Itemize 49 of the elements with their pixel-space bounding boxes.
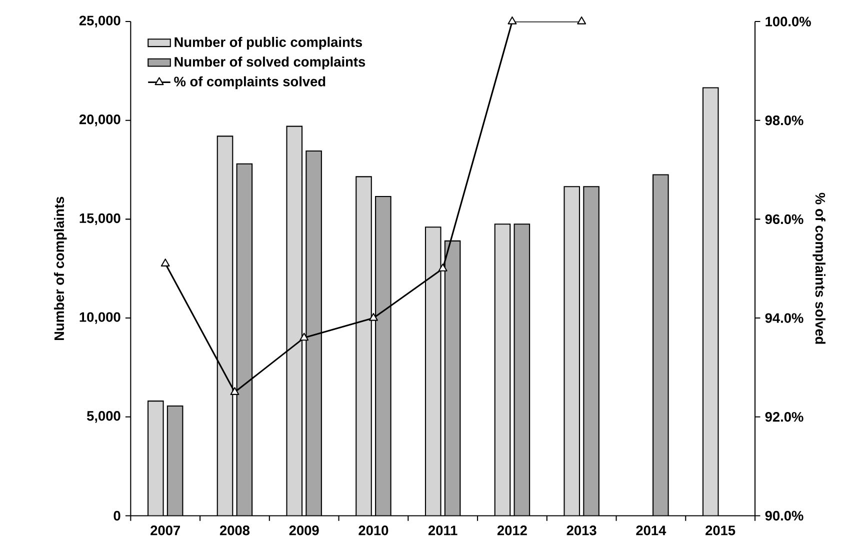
y-tick-label: 25,000 — [79, 16, 120, 28]
y-tick-label: 15,000 — [80, 213, 120, 226]
bar — [217, 136, 233, 516]
bar — [148, 401, 164, 516]
y2-tick-label: 94.0% — [765, 313, 804, 323]
y-tick-label: 0 — [114, 510, 120, 521]
bar — [286, 126, 302, 516]
bar — [236, 164, 252, 516]
y2-axis-title: % of complaints solved — [812, 192, 826, 344]
y2-tick-label: 100.0% — [766, 16, 811, 26]
bar — [584, 186, 599, 516]
point — [508, 16, 517, 24]
bar — [564, 186, 580, 516]
y-tick-label: 5,000 — [86, 411, 120, 423]
point — [368, 312, 378, 321]
bar — [167, 406, 183, 516]
y-tick-label: 20,000 — [79, 114, 120, 126]
bar — [306, 151, 322, 516]
point — [300, 332, 309, 341]
point — [160, 258, 170, 266]
x-tick-label: 2010 — [358, 526, 388, 536]
y-axis-title: Number of complaints — [54, 196, 67, 340]
legend-label: % of complaints solved — [174, 76, 326, 90]
point — [577, 16, 586, 24]
y2-tick-label: 98.0% — [765, 116, 804, 126]
y2-tick-label: 90.0% — [765, 510, 804, 521]
x-tick-label: 2011 — [428, 526, 458, 536]
bar — [376, 196, 391, 516]
bar — [356, 176, 372, 516]
bar — [444, 240, 460, 516]
x-tick-label: 2012 — [497, 526, 527, 536]
y2-tick-label: 92.0% — [765, 412, 804, 422]
x-tick-label: 2013 — [566, 526, 596, 536]
bar — [702, 87, 719, 516]
point — [438, 264, 448, 272]
x-tick-label: 2007 — [150, 526, 180, 536]
x-tick-label: 2014 — [636, 526, 666, 536]
x-tick-label: 2015 — [706, 526, 736, 536]
bar — [494, 224, 510, 516]
x-tick-label: 2008 — [220, 526, 250, 536]
bar — [514, 224, 530, 516]
y-tick-label: 10,000 — [80, 312, 120, 324]
bar — [652, 174, 669, 516]
point — [230, 387, 240, 395]
bar — [425, 227, 441, 516]
legend-label: Number of solved complaints — [174, 56, 366, 70]
x-tick-label: 2009 — [289, 526, 319, 536]
y2-tick-label: 96.0% — [765, 214, 804, 224]
legend-label: Number of public complaints — [174, 36, 362, 50]
